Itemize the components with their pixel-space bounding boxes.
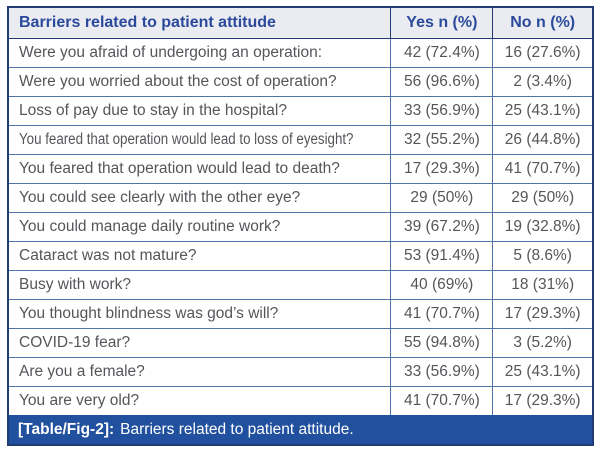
no-value: 29 (50%) [492, 182, 592, 213]
barrier-label: Cataract was not mature? [9, 240, 392, 271]
barrier-label: You feared that operation would lead to … [9, 153, 392, 184]
caption-text: Barriers related to patient attitude. [120, 420, 354, 438]
no-value: 25 (43.1%) [492, 95, 592, 126]
table-row: You could see clearly with the other eye… [9, 182, 592, 213]
yes-value: 17 (29.3%) [390, 153, 494, 184]
barrier-label: You feared that operation would lead to … [9, 124, 392, 155]
no-value: 25 (43.1%) [492, 356, 592, 387]
barrier-label: Loss of pay due to stay in the hospital? [9, 95, 392, 126]
table-row: Loss of pay due to stay in the hospital?… [9, 95, 592, 126]
column-header-yes: Yes n (%) [390, 8, 494, 39]
barrier-label: Were you afraid of undergoing an operati… [9, 37, 392, 68]
no-value: 3 (5.2%) [492, 327, 592, 358]
barrier-label: Were you worried about the cost of opera… [9, 66, 392, 97]
no-value: 17 (29.3%) [492, 385, 592, 415]
barrier-label: Busy with work? [9, 269, 392, 300]
table-frame: Barriers related to patient attitude Yes… [7, 6, 594, 446]
barrier-label: You could see clearly with the other eye… [9, 182, 392, 213]
barrier-label: Are you a female? [9, 356, 392, 387]
yes-value: 33 (56.9%) [390, 95, 494, 126]
yes-value: 40 (69%) [390, 269, 494, 300]
barrier-label: You are very old? [9, 385, 392, 415]
no-value: 19 (32.8%) [492, 211, 592, 242]
no-value: 26 (44.8%) [492, 124, 592, 155]
no-value: 5 (8.6%) [492, 240, 592, 271]
table-row: COVID-19 fear? 55 (94.8%) 3 (5.2%) [9, 327, 592, 358]
table-row: Cataract was not mature? 53 (91.4%) 5 (8… [9, 240, 592, 271]
yes-value: 29 (50%) [390, 182, 494, 213]
table-body: Were you afraid of undergoing an operati… [9, 37, 592, 415]
table-row: You thought blindness was god’s will? 41… [9, 298, 592, 329]
yes-value: 41 (70.7%) [390, 298, 494, 329]
column-header-barriers: Barriers related to patient attitude [9, 8, 392, 39]
caption-tag: [Table/Fig-2]: [18, 420, 115, 438]
header-row: Barriers related to patient attitude Yes… [9, 8, 592, 39]
barrier-label: COVID-19 fear? [9, 327, 392, 358]
table-row: Were you afraid of undergoing an operati… [9, 37, 592, 68]
table-row: You feared that operation would lead to … [9, 153, 592, 184]
barrier-label: You thought blindness was god’s will? [9, 298, 392, 329]
table-row: You could manage daily routine work? 39 … [9, 211, 592, 242]
yes-value: 33 (56.9%) [390, 356, 494, 387]
table-row: Busy with work? 40 (69%) 18 (31%) [9, 269, 592, 300]
table-row: Are you a female? 33 (56.9%) 25 (43.1%) [9, 356, 592, 387]
no-value: 16 (27.6%) [492, 37, 592, 68]
yes-value: 53 (91.4%) [390, 240, 494, 271]
barrier-label-text: You feared that operation would lead to … [19, 130, 354, 148]
yes-value: 55 (94.8%) [390, 327, 494, 358]
no-value: 18 (31%) [492, 269, 592, 300]
table-caption: [Table/Fig-2]: Barriers related to patie… [9, 415, 592, 444]
yes-value: 42 (72.4%) [390, 37, 494, 68]
table-row: You are very old? 41 (70.7%) 17 (29.3%) [9, 385, 592, 415]
table-header: Barriers related to patient attitude Yes… [9, 8, 592, 39]
no-value: 2 (3.4%) [492, 66, 592, 97]
table-row: You feared that operation would lead to … [9, 124, 592, 155]
no-value: 17 (29.3%) [492, 298, 592, 329]
yes-value: 32 (55.2%) [390, 124, 494, 155]
no-value: 41 (70.7%) [492, 153, 592, 184]
barriers-table: Barriers related to patient attitude Yes… [9, 8, 592, 415]
table-row: Were you worried about the cost of opera… [9, 66, 592, 97]
yes-value: 56 (96.6%) [390, 66, 494, 97]
yes-value: 39 (67.2%) [390, 211, 494, 242]
barrier-label: You could manage daily routine work? [9, 211, 392, 242]
yes-value: 41 (70.7%) [390, 385, 494, 415]
column-header-no: No n (%) [492, 8, 592, 39]
